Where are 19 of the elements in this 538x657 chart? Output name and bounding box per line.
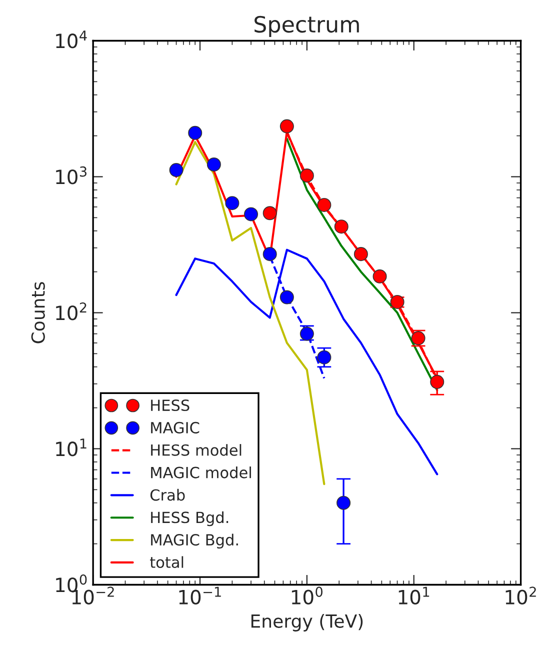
legend-label: Crab <box>150 488 185 501</box>
legend-label: total <box>150 556 184 568</box>
legend-label: MAGIC Bgd. <box>151 534 238 549</box>
x-tick-label: 10$^{0}$ <box>292 586 323 604</box>
x-tick-label: 10$^{−1}$ <box>179 586 221 605</box>
y-tick-label: 10$^{1}$ <box>56 438 86 456</box>
y-tick-label: 10$^{3}$ <box>56 166 86 184</box>
y-tick-label: 10$^{4}$ <box>56 30 87 48</box>
y-axis-title: Counts <box>31 282 45 344</box>
x-axis-title: Energy (TeV) <box>251 614 363 632</box>
x-tick-label: 10$^{1}$ <box>398 586 430 605</box>
chart-title: Spectrum <box>254 16 359 38</box>
legend-label: MAGIC model <box>151 466 251 478</box>
y-tick-label: 10$^{2}$ <box>56 302 86 320</box>
x-tick-label: 10$^{2}$ <box>506 586 536 604</box>
legend-label: HESS <box>151 399 190 412</box>
legend-label: HESS Bgd. <box>151 511 228 526</box>
legend-label: MAGIC <box>151 422 200 434</box>
legend-label: HESS model <box>151 444 242 456</box>
